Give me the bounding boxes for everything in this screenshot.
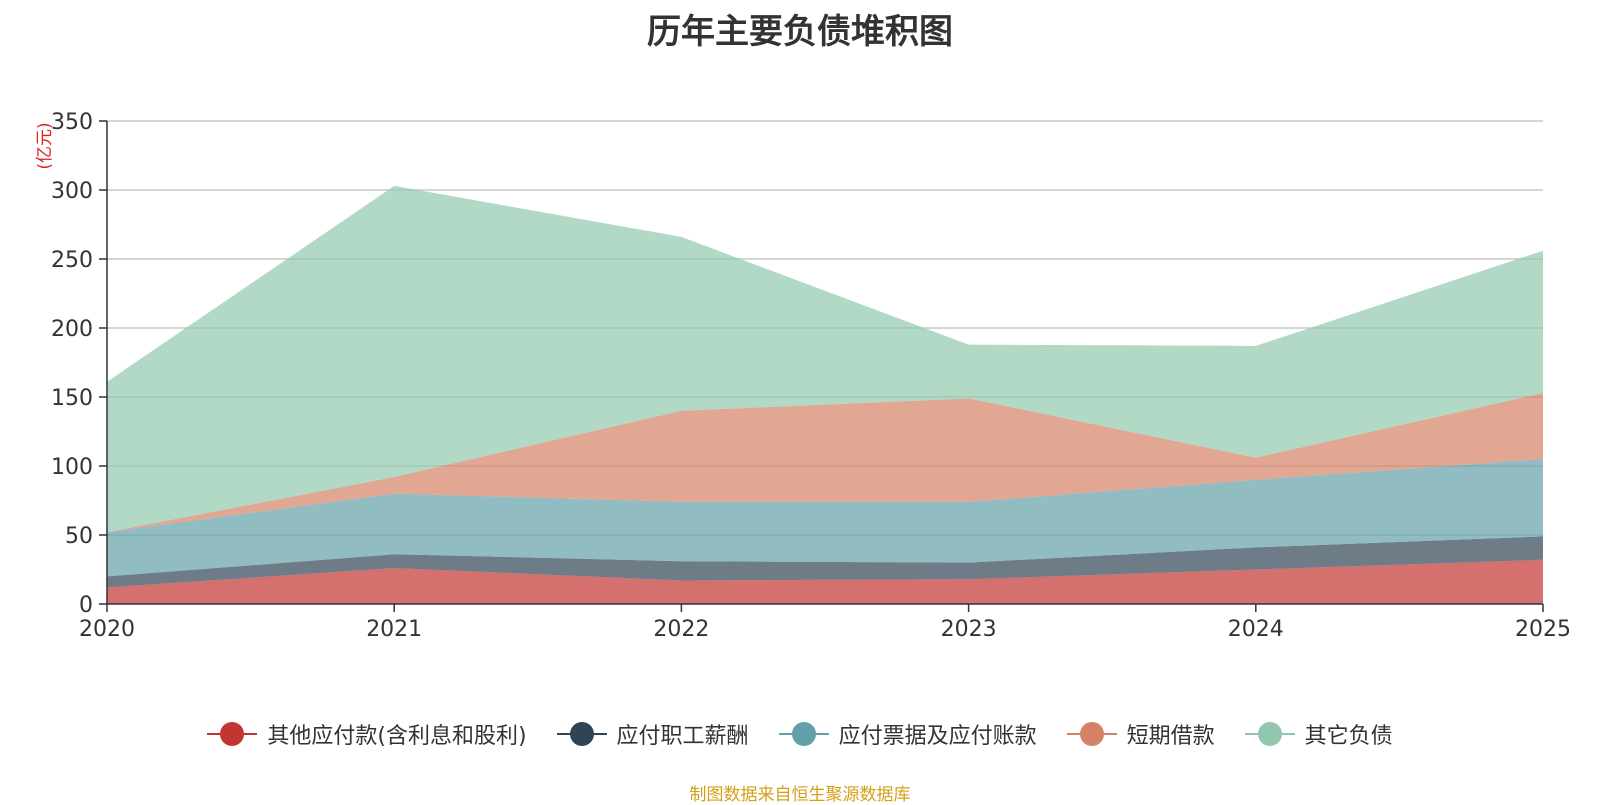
area-series-1 <box>107 559 1543 604</box>
legend-label: 其他应付款(含利息和股利) <box>267 724 527 749</box>
y-tick-label: 250 <box>51 248 93 273</box>
legend-item[interactable]: 应付职工薪酬 <box>556 718 749 750</box>
y-tick-label: 150 <box>51 386 93 411</box>
x-tick-label: 2020 <box>79 617 135 642</box>
chart-title: 历年主要负债堆积图 <box>647 12 953 52</box>
y-ticks: 0 50 100 150 200 250 300 350 <box>51 110 107 618</box>
x-tick-label: 2023 <box>941 617 997 642</box>
source-note: 制图数据来自恒生聚源数据库 <box>689 785 911 805</box>
area-series-4 <box>107 392 1543 533</box>
legend: 其他应付款(含利息和股利) 应付职工薪酬 应付票据及应付账款 短期借款 其它负债 <box>0 718 1600 750</box>
x-tick-label: 2025 <box>1515 617 1571 642</box>
legend-label: 短期借款 <box>1126 724 1215 749</box>
legend-label: 其它负债 <box>1304 724 1393 749</box>
y-tick-label: 0 <box>79 593 93 618</box>
legend-marker <box>207 722 258 746</box>
x-tick-label: 2022 <box>653 617 709 642</box>
legend-marker <box>1244 722 1295 746</box>
y-tick-label: 200 <box>51 317 93 342</box>
x-tick-label: 2021 <box>366 617 422 642</box>
y-tick-label: 350 <box>51 110 93 135</box>
area-series-3 <box>107 459 1543 577</box>
area-series-5 <box>107 185 1543 533</box>
legend-marker <box>1066 722 1117 746</box>
y-axis-label: (亿元) <box>35 122 55 169</box>
legend-marker <box>778 722 829 746</box>
y-tick-label: 300 <box>51 179 93 204</box>
area-series-2 <box>107 536 1543 588</box>
x-tick-label: 2024 <box>1228 617 1284 642</box>
legend-item[interactable]: 其他应付款(含利息和股利) <box>207 718 527 750</box>
axes <box>106 121 1543 605</box>
legend-item[interactable]: 其它负债 <box>1244 718 1393 750</box>
legend-marker <box>556 722 607 746</box>
legend-item[interactable]: 应付票据及应付账款 <box>778 718 1037 750</box>
x-ticks: 2020 2021 2022 2023 2024 2025 <box>79 604 1571 642</box>
y-tick-label: 50 <box>65 524 93 549</box>
legend-label: 应付票据及应付账款 <box>838 724 1037 749</box>
area-series <box>107 185 1543 604</box>
legend-label: 应付职工薪酬 <box>616 724 749 749</box>
legend-item[interactable]: 短期借款 <box>1066 718 1215 750</box>
y-tick-label: 100 <box>51 455 93 480</box>
